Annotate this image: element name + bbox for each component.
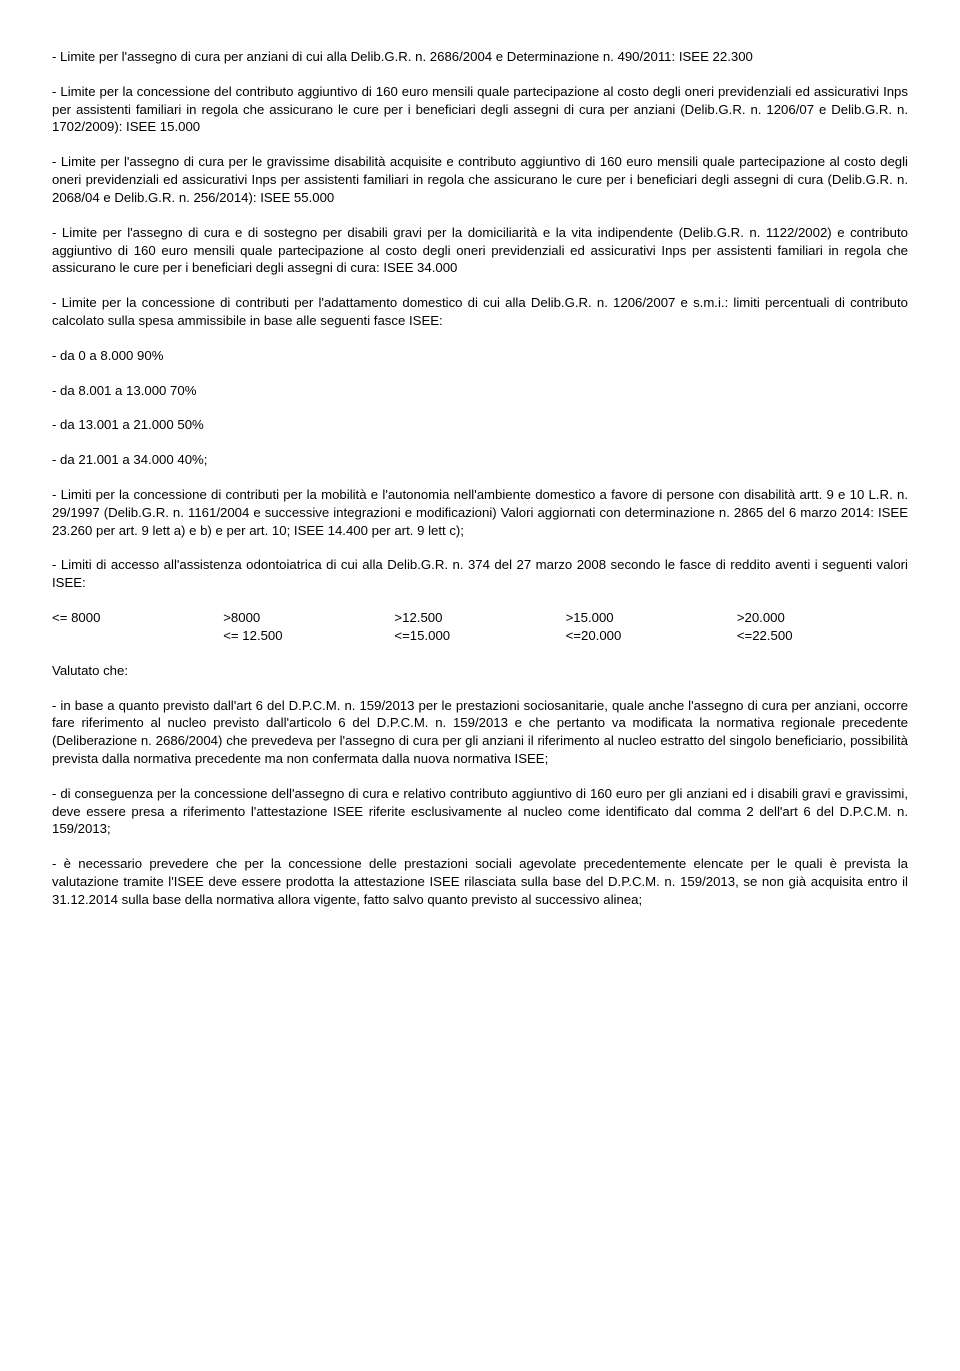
isee-value: >12.500 <box>394 609 565 627</box>
isee-value: >20.000 <box>737 609 908 627</box>
paragraph: - da 0 a 8.000 90% <box>52 347 908 365</box>
isee-value: <= 8000 <box>52 609 223 627</box>
paragraph: - da 8.001 a 13.000 70% <box>52 382 908 400</box>
isee-value: <=20.000 <box>566 627 737 645</box>
paragraph: - Limite per la concessione di contribut… <box>52 294 908 330</box>
isee-cell: <= 8000 <box>52 609 223 645</box>
paragraph: - Limite per l'assegno di cura e di sost… <box>52 224 908 277</box>
isee-cell: >20.000 <=22.500 <box>737 609 908 645</box>
paragraph: - da 21.001 a 34.000 40%; <box>52 451 908 469</box>
isee-cell: >8000 <= 12.500 <box>223 609 394 645</box>
paragraph: - da 13.001 a 21.000 50% <box>52 416 908 434</box>
paragraph: - in base a quanto previsto dall'art 6 d… <box>52 697 908 768</box>
isee-value: <=22.500 <box>737 627 908 645</box>
isee-value: >8000 <box>223 609 394 627</box>
paragraph: Valutato che: <box>52 662 908 680</box>
isee-cell: >12.500 <=15.000 <box>394 609 565 645</box>
paragraph: - è necessario prevedere che per la conc… <box>52 855 908 908</box>
paragraph: - Limite per l'assegno di cura per anzia… <box>52 48 908 66</box>
isee-table-row: <= 8000 >8000 <= 12.500 >12.500 <=15.000… <box>52 609 908 645</box>
isee-value: >15.000 <box>566 609 737 627</box>
paragraph: - Limite per l'assegno di cura per le gr… <box>52 153 908 206</box>
paragraph: - Limiti di accesso all'assistenza odont… <box>52 556 908 592</box>
isee-cell: >15.000 <=20.000 <box>566 609 737 645</box>
isee-value: <= 12.500 <box>223 627 394 645</box>
paragraph: - di conseguenza per la concessione dell… <box>52 785 908 838</box>
paragraph: - Limiti per la concessione di contribut… <box>52 486 908 539</box>
isee-value: <=15.000 <box>394 627 565 645</box>
paragraph: - Limite per la concessione del contribu… <box>52 83 908 136</box>
